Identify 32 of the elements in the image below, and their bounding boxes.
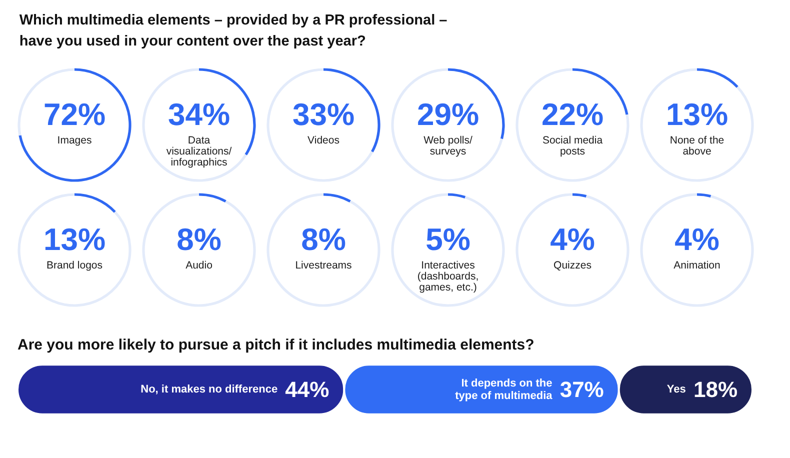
series-label: No, it makes no difference [140,384,278,396]
data-label: 29% [416,97,480,132]
data-label: 72% [43,97,106,132]
data-label: 13% [666,97,728,132]
data-label: 44% [285,377,330,402]
series-label: It depends on the type of multimedia [455,377,554,402]
text: Interactives (dashboards, games, etc.) [417,260,479,294]
text: Quizzes [554,260,592,272]
text: Animation [674,260,721,272]
text: Which multimedia elements – provided by a PR professional – have you used in your content over the past year? [19,12,448,50]
data-label: 33% [292,97,355,132]
text: Audio [186,260,213,272]
text: None of the above [670,134,724,158]
chart-title: Are you more likely to pursue a pitch if it includes multimedia elements? [18,336,534,354]
data-label: 34% [168,97,230,132]
data-label: 22% [541,97,604,132]
data-label: 37% [560,377,604,402]
text: Videos [308,134,340,146]
text: Data visualizations/infographics [166,134,232,168]
data-label: 18% [693,377,738,402]
text: Images [57,134,92,146]
data-label: 8% [301,222,346,257]
data-label: 4% [674,222,720,257]
text: Web polls/surveys [424,134,472,158]
text: Livestreams [295,260,352,272]
series-label: Yes [666,384,686,396]
text: Social media posts [542,134,603,158]
data-label: 13% [43,222,106,257]
text: Brand logos [46,260,103,272]
data-label: 5% [426,222,470,257]
data-label: 4% [550,222,595,257]
data-label: 8% [176,222,222,257]
